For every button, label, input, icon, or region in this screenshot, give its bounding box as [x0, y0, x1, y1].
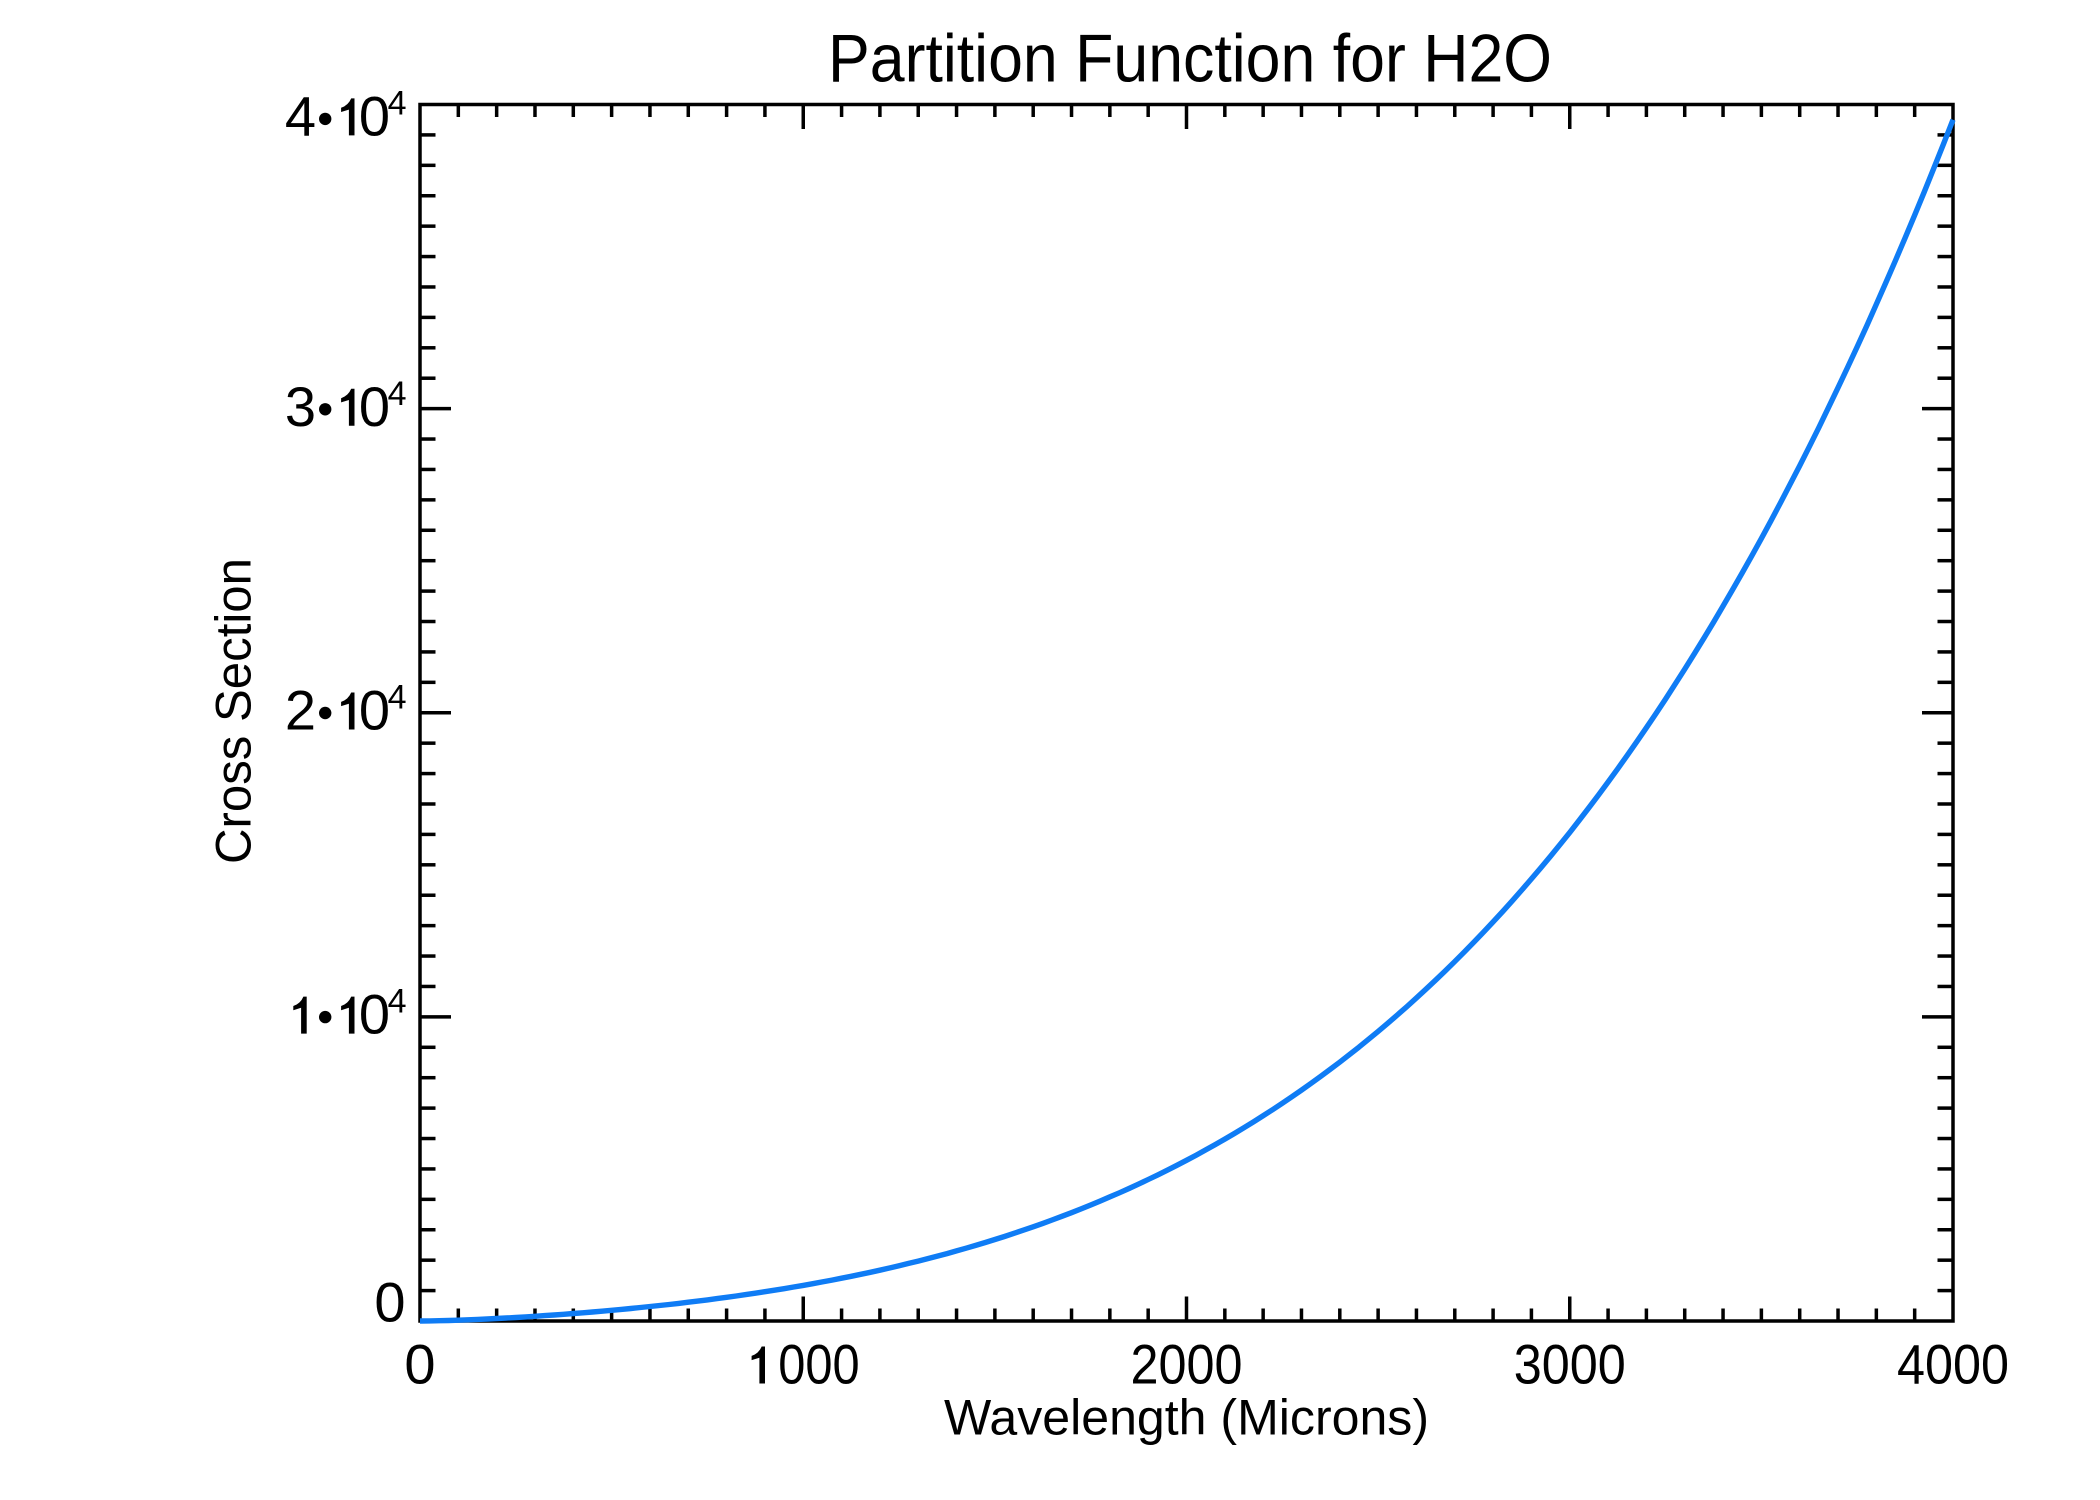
svg-text:4: 4 — [388, 375, 407, 413]
svg-text:3: 3 — [285, 375, 316, 438]
svg-text:Wavelength (Microns): Wavelength (Microns) — [944, 1390, 1429, 1446]
svg-text:0: 0 — [374, 1270, 405, 1333]
svg-text:4: 4 — [388, 84, 407, 122]
svg-text:Cross Section: Cross Section — [206, 558, 262, 864]
svg-text:4: 4 — [388, 679, 407, 717]
svg-text:0: 0 — [359, 983, 390, 1046]
svg-text:Partition Function for H2O: Partition Function for H2O — [828, 22, 1552, 97]
svg-text:3000: 3000 — [1514, 1333, 1626, 1396]
svg-text:000: 000 — [778, 1333, 859, 1396]
svg-text:0: 0 — [359, 375, 390, 438]
svg-text:4: 4 — [388, 983, 407, 1021]
svg-text:4000: 4000 — [1897, 1333, 2009, 1396]
svg-text:0: 0 — [359, 84, 390, 147]
svg-text:0: 0 — [359, 679, 390, 742]
svg-text:4: 4 — [285, 84, 316, 147]
svg-text:2000: 2000 — [1131, 1333, 1243, 1396]
svg-text:0: 0 — [404, 1333, 435, 1396]
svg-text:2: 2 — [285, 679, 316, 742]
